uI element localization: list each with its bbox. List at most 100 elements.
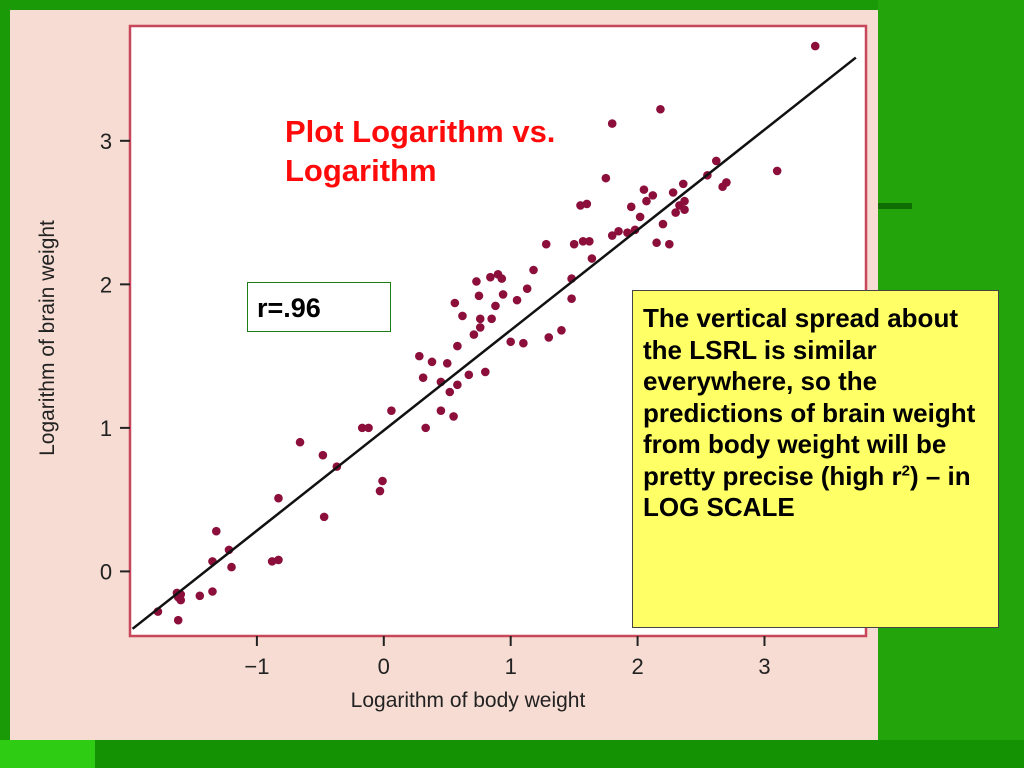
data-point <box>436 406 446 415</box>
data-point <box>652 238 661 248</box>
x-tick-label: −1 <box>244 654 269 679</box>
data-point <box>498 290 508 299</box>
data-point <box>453 380 462 390</box>
data-point <box>614 226 623 236</box>
data-point <box>635 212 645 222</box>
note-superscript: 2 <box>901 461 910 479</box>
data-point <box>453 341 462 351</box>
data-point <box>519 338 528 348</box>
correlation-label: r=.96 <box>257 293 321 323</box>
data-point <box>711 156 721 166</box>
background-band-bottom-left <box>0 740 95 768</box>
y-axis-label: Logarithm of brain weight <box>36 220 59 456</box>
data-point <box>274 555 283 565</box>
x-tick-label: 3 <box>758 654 770 679</box>
x-tick-label: 2 <box>631 654 643 679</box>
data-point <box>464 370 474 380</box>
x-tick-label: 1 <box>505 654 517 679</box>
data-point <box>227 562 236 572</box>
data-point <box>173 615 183 625</box>
data-point <box>656 104 665 114</box>
note-text-end: ) – in LOG SCALE <box>643 460 971 523</box>
data-point <box>587 254 597 263</box>
data-point <box>475 314 485 324</box>
data-point <box>497 274 507 283</box>
correlation-box: r=.96 <box>247 282 391 332</box>
data-point <box>442 358 452 368</box>
regression-line-group <box>131 56 857 630</box>
data-point <box>671 208 680 217</box>
slide-title-line2: Logarithm <box>285 153 437 188</box>
y-tick-label: 0 <box>100 559 112 584</box>
data-point <box>445 387 455 397</box>
data-point <box>585 236 594 246</box>
x-tick-label: 0 <box>378 654 390 679</box>
slide-title-line1: Plot Logarithm vs. <box>285 114 556 149</box>
data-point <box>491 301 500 311</box>
data-point <box>481 367 490 377</box>
data-point <box>387 406 396 415</box>
note-text: The vertical spread about the LSRL is si… <box>643 303 976 491</box>
data-point <box>601 173 611 183</box>
data-point <box>639 185 649 194</box>
y-tick-label: 1 <box>100 416 112 441</box>
data-point <box>176 595 186 605</box>
data-point <box>274 493 283 503</box>
data-point <box>469 330 479 339</box>
data-point <box>295 437 305 447</box>
data-point <box>582 199 592 209</box>
data-point <box>772 166 782 176</box>
data-point <box>421 423 430 433</box>
data-point <box>642 196 651 206</box>
regression-line <box>131 56 857 630</box>
y-tick-label: 3 <box>100 129 112 154</box>
data-point <box>449 412 458 421</box>
data-point <box>668 188 678 197</box>
slide-title: Plot Logarithm vs. Logarithm <box>285 112 555 190</box>
data-point <box>630 225 640 235</box>
data-point <box>418 373 428 382</box>
data-point <box>472 277 481 286</box>
data-point <box>458 311 467 321</box>
data-point <box>569 239 579 249</box>
data-points <box>153 41 820 625</box>
data-point <box>378 476 387 486</box>
y-tick-label: 2 <box>100 272 112 297</box>
data-point <box>415 351 424 361</box>
data-point <box>506 337 515 347</box>
data-point <box>319 512 329 522</box>
data-point <box>680 196 689 206</box>
data-point <box>211 526 221 536</box>
data-point <box>626 202 636 212</box>
x-axis-label: Logarithm of body weight <box>351 689 586 712</box>
data-point <box>658 219 668 229</box>
data-point <box>427 357 437 367</box>
data-point <box>375 486 385 496</box>
data-point <box>722 178 731 187</box>
data-point <box>578 236 588 246</box>
data-point <box>195 591 205 601</box>
data-point <box>607 231 617 240</box>
data-point <box>529 265 538 275</box>
explanation-note: The vertical spread about the LSRL is si… <box>632 290 999 628</box>
data-point <box>357 423 367 433</box>
data-point <box>474 291 484 301</box>
axes: −1 0 1 2 3 0 1 2 3 <box>100 129 771 679</box>
data-point <box>486 272 495 282</box>
data-point <box>512 295 522 305</box>
background-band-bottom <box>0 740 1024 768</box>
data-point <box>450 298 460 308</box>
data-point <box>680 205 689 215</box>
background-stub <box>872 203 912 209</box>
data-point <box>678 179 688 189</box>
data-point <box>665 239 674 249</box>
data-point <box>810 41 820 51</box>
data-point <box>364 423 373 433</box>
data-point <box>648 191 658 200</box>
data-point <box>557 325 566 335</box>
data-point <box>208 587 217 596</box>
data-point <box>567 294 576 304</box>
data-point <box>544 333 554 342</box>
data-point <box>522 284 532 293</box>
